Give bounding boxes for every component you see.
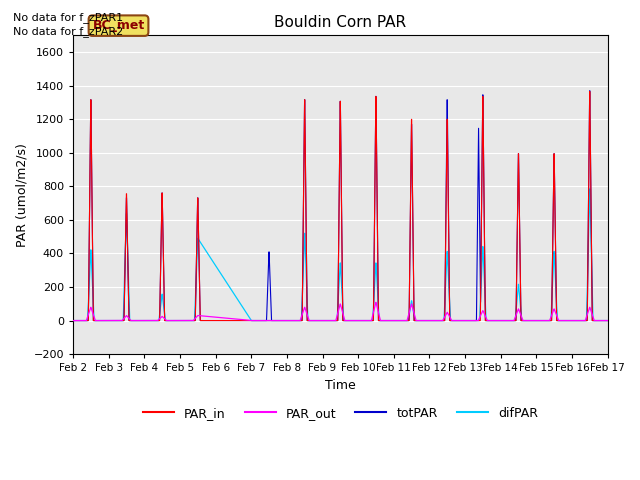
- Text: No data for f_zPAR1: No data for f_zPAR1: [13, 12, 123, 23]
- Text: No data for f_zPAR2: No data for f_zPAR2: [13, 26, 123, 37]
- X-axis label: Time: Time: [325, 379, 356, 392]
- Title: Bouldin Corn PAR: Bouldin Corn PAR: [275, 15, 406, 30]
- Legend: PAR_in, PAR_out, totPAR, difPAR: PAR_in, PAR_out, totPAR, difPAR: [138, 402, 543, 425]
- Text: BC_met: BC_met: [92, 19, 145, 32]
- Y-axis label: PAR (umol/m2/s): PAR (umol/m2/s): [15, 143, 28, 247]
